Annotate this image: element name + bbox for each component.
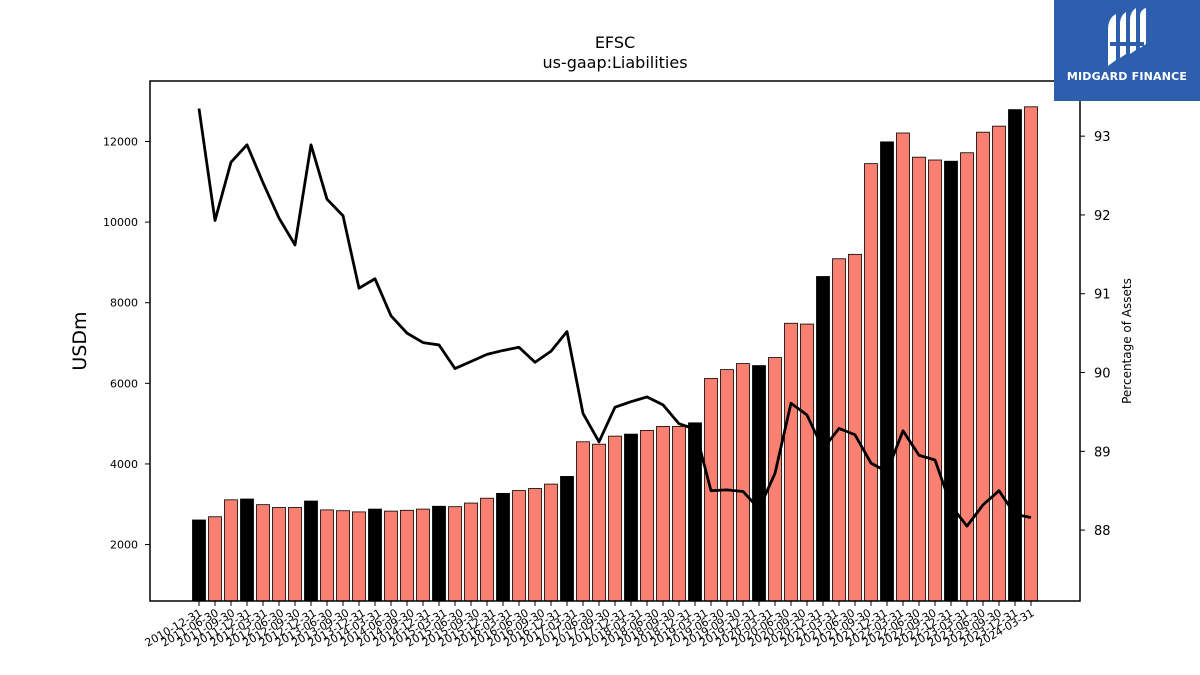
- bar-51: [1008, 109, 1022, 602]
- y-tick-label-8000: 8000: [110, 297, 138, 310]
- y2-tick-label-91: 91: [1094, 288, 1111, 303]
- y-axis-label: USDm: [69, 311, 91, 370]
- bar-12: [384, 510, 398, 602]
- y2-tick-label-93: 93: [1094, 130, 1111, 145]
- bar-28: [640, 430, 654, 602]
- bar-27: [624, 433, 638, 602]
- bar-37: [784, 322, 798, 602]
- bar-5: [272, 507, 286, 602]
- bar-29: [656, 426, 670, 602]
- bar-44: [896, 132, 910, 602]
- y2-tick-label-89: 89: [1094, 445, 1111, 460]
- bar-22: [544, 483, 558, 602]
- chart-subtitle: us-gaap:Liabilities: [542, 53, 687, 72]
- line-group: [197, 108, 1032, 528]
- bar-6: [288, 507, 302, 602]
- y-tick-label-6000: 6000: [110, 377, 138, 390]
- bar-3: [240, 498, 254, 602]
- bar-15: [432, 505, 446, 602]
- bar-13: [400, 509, 414, 602]
- axes-group: 2000400060008000100001200088899091929320…: [103, 80, 1111, 650]
- bar-2: [224, 499, 238, 602]
- bar-48: [960, 152, 974, 602]
- bar-34: [736, 363, 750, 602]
- bar-16: [448, 506, 462, 602]
- bar-21: [528, 488, 542, 602]
- bar-42: [864, 163, 878, 602]
- bar-33: [720, 369, 734, 602]
- bar-52: [1024, 106, 1038, 602]
- y-tick-label-2000: 2000: [110, 539, 138, 552]
- bar-19: [496, 492, 510, 602]
- bar-20: [512, 490, 526, 602]
- bars-group: [192, 106, 1038, 602]
- midgard-logo-icon: [1108, 8, 1146, 66]
- bar-25: [592, 443, 606, 602]
- logo-text: MIDGARD FINANCE: [1066, 70, 1188, 83]
- bar-10: [352, 511, 366, 602]
- bar-7: [304, 500, 318, 602]
- bar-47: [944, 160, 958, 602]
- bar-30: [672, 426, 686, 602]
- y2-tick-label-90: 90: [1094, 367, 1111, 382]
- chart-title: EFSC: [595, 33, 635, 52]
- bar-18: [480, 497, 494, 602]
- y2-tick-label-88: 88: [1094, 524, 1111, 539]
- bar-50: [992, 125, 1006, 602]
- bar-24: [576, 441, 590, 602]
- bar-23: [560, 476, 574, 602]
- y-tick-label-12000: 12000: [103, 135, 138, 148]
- bar-35: [752, 365, 766, 602]
- y-tick-label-4000: 4000: [110, 458, 138, 471]
- bar-43: [880, 141, 894, 602]
- bar-26: [608, 435, 622, 602]
- midgard-finance-logo: MIDGARD FINANCE: [1054, 0, 1200, 101]
- bar-17: [464, 502, 478, 602]
- bar-46: [928, 159, 942, 602]
- bar-9: [336, 510, 350, 602]
- bar-11: [368, 508, 382, 602]
- bar-4: [256, 504, 270, 602]
- bar-1: [208, 516, 222, 602]
- bar-36: [768, 357, 782, 602]
- bar-0: [192, 519, 206, 602]
- bar-49: [976, 131, 990, 602]
- bar-14: [416, 508, 430, 602]
- bar-45: [912, 156, 926, 602]
- percentage-of-assets-line: [197, 108, 1032, 528]
- y-tick-label-10000: 10000: [103, 216, 138, 229]
- bar-41: [848, 253, 862, 602]
- bar-8: [320, 509, 334, 602]
- y2-axis-label: Percentage of Assets: [1120, 278, 1134, 404]
- y2-tick-label-92: 92: [1094, 209, 1111, 224]
- bar-38: [800, 323, 814, 602]
